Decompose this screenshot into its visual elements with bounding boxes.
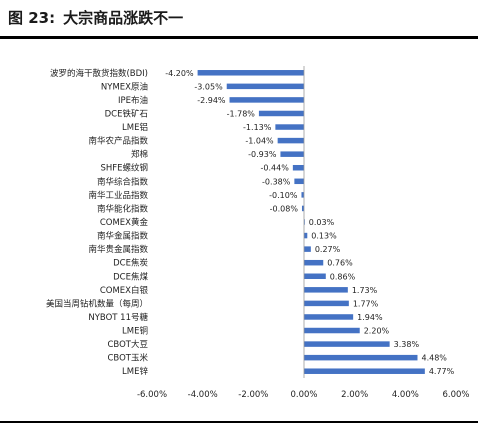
data-label: 0.03%	[309, 218, 335, 227]
data-label: -0.93%	[248, 150, 277, 159]
x-tick-label: -2.00%	[238, 390, 268, 400]
category-label: LME铝	[122, 122, 148, 133]
bar	[304, 354, 418, 361]
x-tick-label: 4.00%	[392, 390, 419, 400]
data-label: -1.04%	[245, 137, 274, 146]
figure-number: 图 23:	[8, 8, 56, 27]
data-label: -0.10%	[269, 191, 298, 200]
data-label: 0.86%	[330, 272, 356, 281]
data-label: -2.94%	[197, 96, 226, 105]
figure-title: 图 23: 大宗商品涨跌不一	[8, 4, 183, 30]
x-tick-label: 2.00%	[341, 390, 368, 400]
bar	[304, 327, 360, 334]
data-label: -3.05%	[194, 82, 223, 91]
bar	[304, 314, 354, 320]
data-label: 1.77%	[353, 299, 379, 308]
bar	[304, 232, 308, 239]
category-label: 南华农产品指数	[88, 136, 148, 147]
category-label: DCE铁矿石	[105, 108, 148, 119]
data-label: -1.78%	[227, 109, 256, 118]
category-label: 南华贵金属指数	[88, 244, 148, 255]
bar	[229, 97, 304, 103]
category-label: 南华工业品指数	[88, 190, 148, 201]
category-label: SHFE螺纹钢	[100, 163, 148, 174]
data-label: 0.13%	[311, 232, 337, 241]
category-label: NYMEX原油	[101, 81, 148, 92]
bar	[304, 287, 348, 293]
bar	[304, 246, 311, 252]
bar	[275, 124, 304, 130]
data-label: -0.44%	[261, 164, 290, 173]
category-label: 南华金属指数	[97, 231, 149, 242]
bar	[280, 151, 304, 157]
data-label: 1.94%	[357, 313, 383, 322]
category-label: COMEX白银	[100, 285, 149, 296]
bar	[258, 110, 304, 117]
data-label: -0.08%	[270, 204, 299, 213]
bar	[292, 164, 304, 171]
bottom-rule	[0, 421, 478, 423]
category-label: NYBOT 11号糖	[88, 312, 148, 323]
bar	[304, 341, 390, 347]
category-label: 郑棉	[131, 149, 148, 160]
bar	[304, 273, 326, 280]
category-label: 南华综合指数	[97, 176, 149, 187]
data-label: 3.38%	[394, 340, 420, 349]
category-label: 南华能化指数	[97, 203, 149, 214]
data-label: -0.38%	[262, 177, 291, 186]
data-label: 4.48%	[421, 354, 447, 363]
x-tick-label: 6.00%	[442, 390, 469, 400]
category-label: CBOT大豆	[108, 339, 149, 350]
figure-caption: 大宗商品涨跌不一	[63, 8, 184, 27]
bar	[304, 259, 324, 266]
top-rule	[0, 36, 478, 39]
category-label: 波罗的海干散货指数(BDI)	[50, 68, 148, 79]
category-label: COMEX黄金	[100, 217, 149, 228]
data-label: 1.73%	[352, 286, 378, 295]
bar	[277, 137, 304, 144]
category-label: IPE布油	[118, 95, 148, 106]
data-label: -1.13%	[243, 123, 272, 132]
bar	[304, 368, 425, 374]
category-label: CBOT玉米	[108, 353, 149, 364]
bar	[301, 192, 304, 198]
x-tick-label: -6.00%	[137, 390, 167, 400]
data-label: 0.76%	[327, 259, 353, 268]
bar	[197, 70, 304, 76]
x-tick-label: 0.00%	[290, 390, 317, 400]
category-label: DCE焦煤	[113, 271, 148, 282]
category-label: DCE焦炭	[113, 258, 148, 269]
category-label: LME锌	[122, 366, 148, 377]
data-label: 0.27%	[315, 245, 341, 254]
bar	[304, 300, 349, 307]
category-label: 美国当周钻机数量（每周）	[46, 298, 148, 309]
category-label: LME铜	[122, 326, 148, 337]
x-tick-label: -4.00%	[188, 390, 218, 400]
bar	[226, 83, 304, 90]
data-label: 4.77%	[429, 367, 455, 376]
bar	[294, 178, 304, 185]
data-label: -4.20%	[165, 69, 194, 78]
data-label: 2.20%	[364, 327, 390, 336]
bar	[301, 205, 304, 212]
